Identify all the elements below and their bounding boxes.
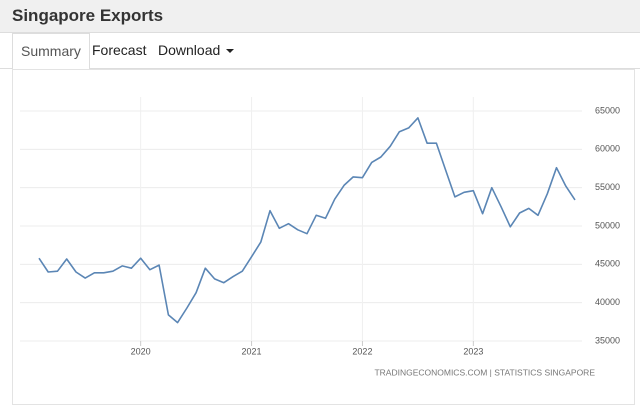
- tab-label: Forecast: [92, 42, 147, 58]
- y-tick-label: 55000: [595, 182, 620, 192]
- tab[interactable]: Forecast: [92, 33, 146, 68]
- line: [38, 117, 576, 324]
- chart-frame: [12, 69, 635, 405]
- y-tick-label: 35000: [595, 335, 620, 345]
- source: TRADINGECONOMICS.COM | STATISTICS SINGAP…: [374, 367, 595, 377]
- x-tick-label: 2022: [352, 346, 372, 356]
- y-tick-label: 50000: [595, 220, 620, 230]
- tab-label: Download: [158, 42, 221, 58]
- chart: TRADINGECONOMICS.COM | STATISTICS SINGAP…: [12, 69, 635, 405]
- tab[interactable]: Summary: [12, 33, 90, 70]
- caret: [226, 49, 235, 54]
- x-tick-label: 2023: [463, 346, 483, 356]
- y-tick-label: 60000: [595, 144, 620, 154]
- y-tick-label: 65000: [595, 105, 620, 115]
- y-tick-label: 40000: [595, 297, 620, 307]
- tab-bar: Summary Forecast Download: [0, 33, 640, 70]
- tab[interactable]: Download: [158, 33, 235, 68]
- title-bar: Singapore Exports: [0, 0, 640, 33]
- page-title: Singapore Exports: [12, 6, 164, 25]
- x-tick-label: 2020: [131, 346, 151, 356]
- y-tick-label: 45000: [595, 259, 620, 269]
- x-tick-label: 2021: [242, 346, 262, 356]
